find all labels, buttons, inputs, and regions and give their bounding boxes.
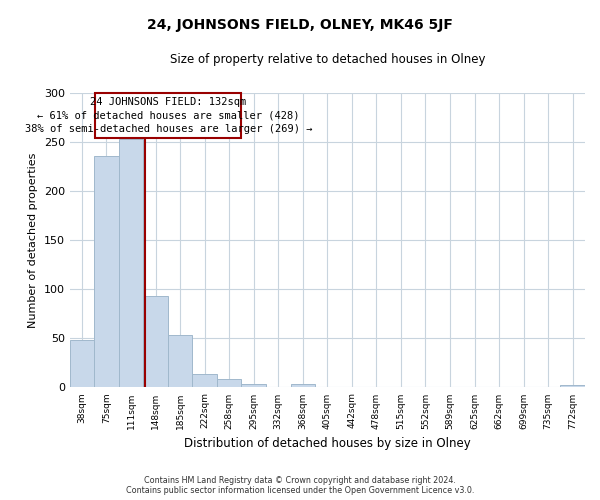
Y-axis label: Number of detached properties: Number of detached properties <box>28 152 38 328</box>
Bar <box>217 378 241 388</box>
Text: 24, JOHNSONS FIELD, OLNEY, MK46 5JF: 24, JOHNSONS FIELD, OLNEY, MK46 5JF <box>147 18 453 32</box>
X-axis label: Distribution of detached houses by size in Olney: Distribution of detached houses by size … <box>184 437 470 450</box>
Bar <box>70 340 94 388</box>
Text: ← 61% of detached houses are smaller (428): ← 61% of detached houses are smaller (42… <box>37 110 299 120</box>
Bar <box>168 336 193 388</box>
Text: 38% of semi-detached houses are larger (269) →: 38% of semi-detached houses are larger (… <box>25 124 312 134</box>
Text: Contains HM Land Registry data © Crown copyright and database right 2024.
Contai: Contains HM Land Registry data © Crown c… <box>126 476 474 495</box>
Bar <box>119 139 143 388</box>
Bar <box>290 384 315 388</box>
Text: 24 JOHNSONS FIELD: 132sqm: 24 JOHNSONS FIELD: 132sqm <box>90 97 247 107</box>
Bar <box>94 156 119 388</box>
Bar <box>143 296 168 388</box>
Title: Size of property relative to detached houses in Olney: Size of property relative to detached ho… <box>170 52 485 66</box>
Bar <box>193 374 217 388</box>
Bar <box>241 384 266 388</box>
FancyBboxPatch shape <box>95 93 241 138</box>
Bar <box>560 386 585 388</box>
